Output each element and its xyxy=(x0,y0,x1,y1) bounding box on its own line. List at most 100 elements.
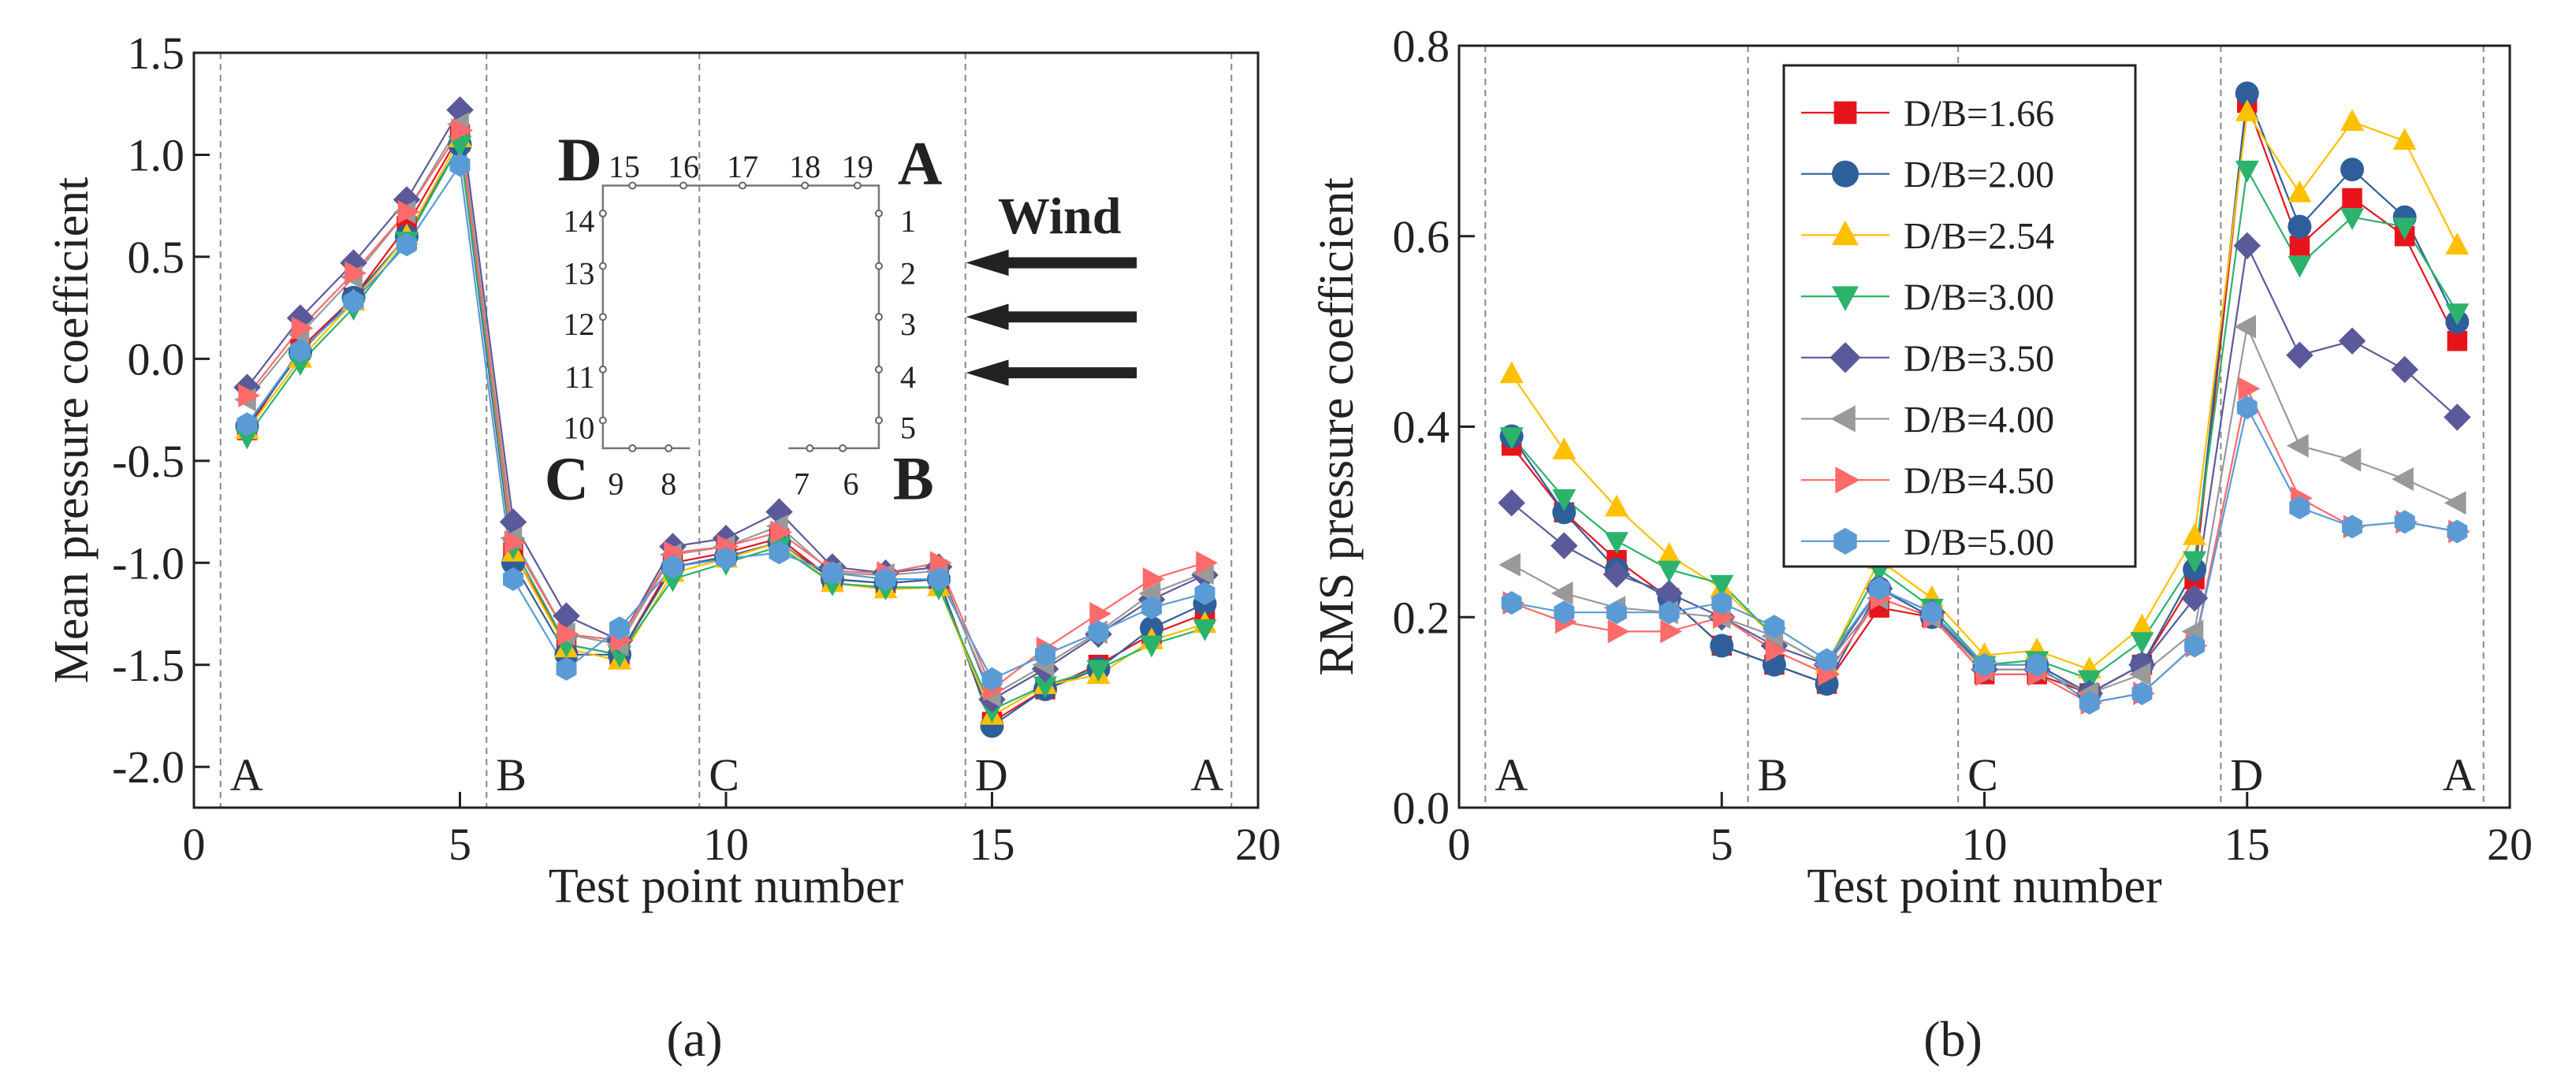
wind-arrow-head xyxy=(966,303,1009,330)
marker xyxy=(822,561,843,585)
marker xyxy=(1604,494,1629,517)
marker xyxy=(396,232,417,257)
marker xyxy=(1501,591,1522,615)
y-tick-label: 0.4 xyxy=(1393,402,1450,453)
region-label: A xyxy=(230,749,263,801)
marker xyxy=(343,289,364,314)
building-outline xyxy=(601,184,880,450)
marker xyxy=(448,136,472,158)
marker xyxy=(1550,532,1578,559)
pressure-tap xyxy=(806,444,814,452)
marker xyxy=(291,316,314,340)
legend-marker xyxy=(1833,527,1857,555)
region-label: C xyxy=(1967,749,1998,801)
marker xyxy=(556,656,577,681)
marker xyxy=(2340,109,2365,131)
marker xyxy=(504,530,527,555)
region-label: C xyxy=(709,749,739,801)
pressure-tap xyxy=(738,181,746,190)
marker xyxy=(2392,467,2414,491)
legend-label: D/B=4.50 xyxy=(1904,460,2054,502)
tap-label: 6 xyxy=(843,466,859,501)
pressure-tap xyxy=(628,181,637,190)
legend-marker xyxy=(1833,101,1857,124)
marker xyxy=(1657,542,1681,564)
y-tick-label: 1.0 xyxy=(128,129,185,180)
region-label: B xyxy=(1758,749,1789,801)
marker xyxy=(1498,489,1525,517)
marker xyxy=(1552,500,1576,525)
marker xyxy=(1554,600,1575,625)
marker xyxy=(2234,314,2256,339)
marker xyxy=(2233,232,2261,260)
pressure-tap xyxy=(598,209,607,217)
x-tick-label: 20 xyxy=(2487,819,2533,870)
tap-label: 16 xyxy=(668,149,699,184)
marker xyxy=(1141,596,1162,620)
marker xyxy=(2447,519,2468,544)
tap-label: 13 xyxy=(563,256,594,292)
y-tick-label: 0.8 xyxy=(1393,20,1450,72)
marker xyxy=(2339,448,2362,472)
marker xyxy=(2340,208,2365,231)
legend-label: D/B=3.00 xyxy=(1904,277,2054,318)
pressure-tap xyxy=(874,209,883,217)
legend-label: D/B=1.66 xyxy=(1904,93,2054,135)
tap-label: 10 xyxy=(563,410,594,445)
marker xyxy=(1089,602,1111,626)
marker xyxy=(1088,620,1109,645)
tap-label: 14 xyxy=(563,203,594,239)
y-tick-label: -2.0 xyxy=(112,741,184,793)
marker xyxy=(2289,496,2310,520)
marker xyxy=(2342,188,2362,209)
marker xyxy=(2130,613,2154,636)
marker xyxy=(2288,180,2312,203)
legend-marker xyxy=(1830,405,1856,433)
marker xyxy=(288,354,312,377)
y-tick-label: 0.6 xyxy=(1393,211,1450,262)
marker xyxy=(1921,600,1942,625)
y-tick-label: -0.5 xyxy=(112,436,184,487)
marker xyxy=(344,261,367,285)
wind-label: Wind xyxy=(998,188,1122,245)
x-axis-label: Test point number xyxy=(1807,860,2162,913)
marker xyxy=(2183,523,2207,545)
marker xyxy=(1033,676,1057,699)
x-tick-label: 10 xyxy=(703,819,749,870)
marker xyxy=(1498,552,1521,577)
marker xyxy=(2288,255,2312,278)
marker xyxy=(2288,214,2312,239)
marker xyxy=(661,570,685,593)
marker xyxy=(2183,551,2207,574)
marker xyxy=(1710,634,1734,658)
legend-label: D/B=2.54 xyxy=(1904,215,2054,257)
y-tick-label: 0.0 xyxy=(1393,782,1450,834)
marker xyxy=(1550,582,1573,605)
marker xyxy=(2444,491,2466,515)
marker xyxy=(2180,584,2209,612)
x-tick-label: 15 xyxy=(2224,819,2270,870)
wind-arrow-head xyxy=(966,359,1009,386)
marker xyxy=(1552,437,1576,459)
pressure-tap xyxy=(664,444,673,452)
marker xyxy=(1035,642,1055,667)
marker xyxy=(2286,433,2309,458)
marker xyxy=(1607,619,1630,644)
marker xyxy=(553,602,580,630)
y-tick-label: 0.2 xyxy=(1393,592,1450,643)
marker xyxy=(662,555,683,579)
tap-label: 8 xyxy=(661,466,676,501)
x-tick-label: 0 xyxy=(183,819,206,870)
marker xyxy=(1710,574,1734,597)
marker xyxy=(2338,327,2366,355)
legend-marker xyxy=(1832,160,1859,188)
corner-label: A xyxy=(898,128,942,197)
pressure-tap xyxy=(598,365,607,373)
marker xyxy=(1763,615,1785,639)
pressure-tap xyxy=(874,365,883,373)
marker xyxy=(1869,577,1890,600)
marker xyxy=(875,567,896,591)
pressure-tap xyxy=(839,444,847,452)
y-tick-label: -1.0 xyxy=(112,537,184,589)
